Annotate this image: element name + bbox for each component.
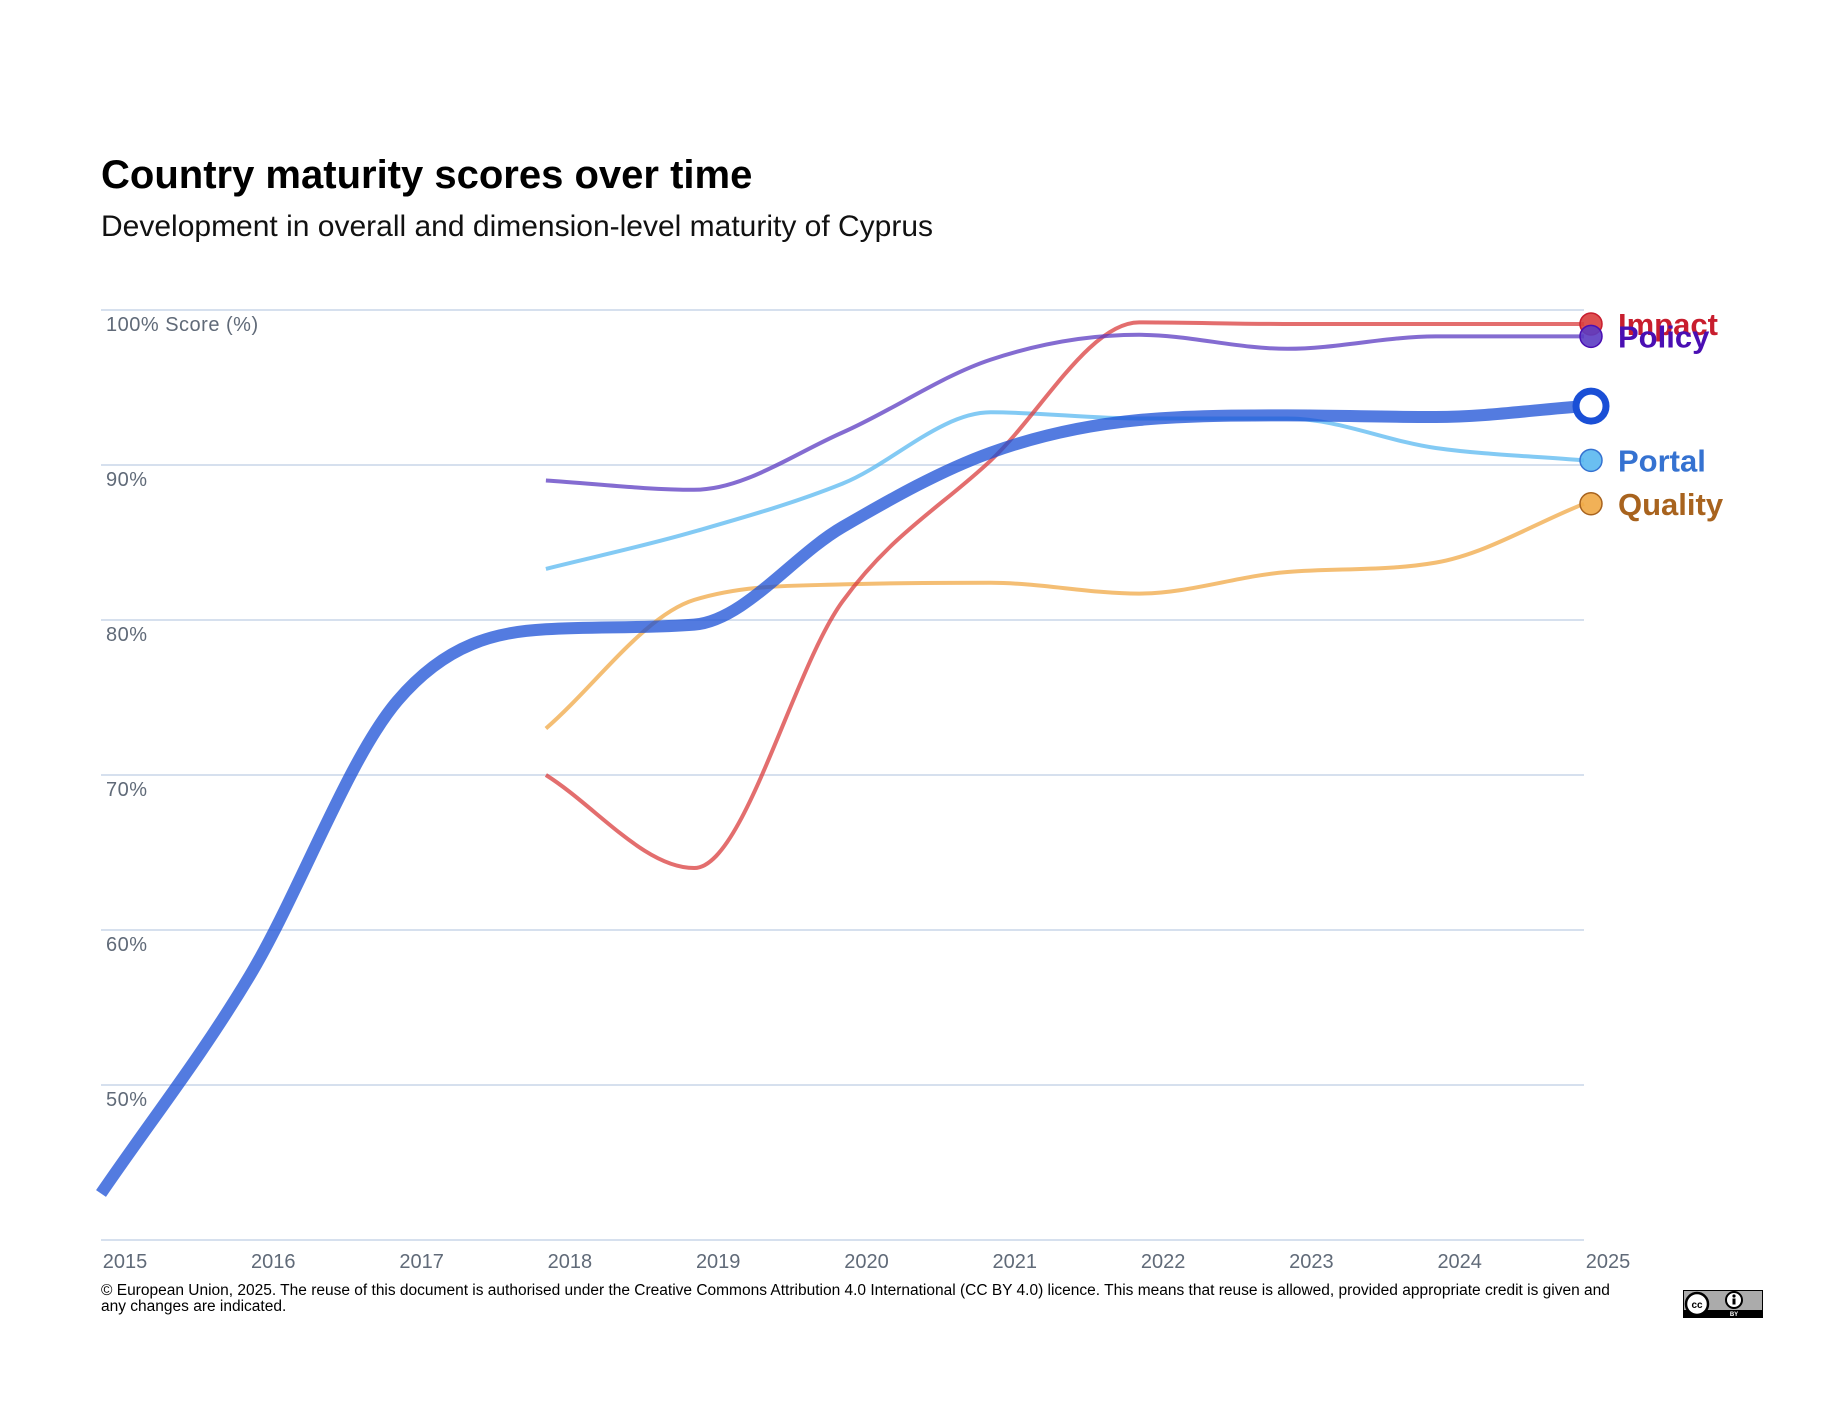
series-line-overall <box>96 400 1585 1197</box>
chart-title: Country maturity scores over time <box>101 153 753 197</box>
x-tick-label: 2024 <box>1437 1251 1482 1273</box>
svg-text:BY: BY <box>1730 1312 1738 1318</box>
x-tick-label: 2023 <box>1289 1251 1334 1273</box>
chart-subtitle: Development in overall and dimension-lev… <box>101 210 934 243</box>
x-tick-label: 2021 <box>993 1251 1038 1273</box>
series-line-impact <box>544 320 1584 870</box>
x-tick-label: 2020 <box>844 1251 889 1273</box>
end-marker-quality <box>1579 492 1603 516</box>
x-tick-labels: 2015 2016 2017 2018 2019 2020 2021 2022 2023 2024… <box>103 1251 1631 1273</box>
copyright-notice: © European Union, 2025. The reuse of thi… <box>101 1282 1610 1315</box>
y-tick-label: 80% <box>106 624 148 646</box>
x-tick-label: 2022 <box>1141 1251 1186 1273</box>
x-tick-label: 2017 <box>399 1251 444 1273</box>
grid-lines <box>101 309 1584 1241</box>
end-marker-policy <box>1579 324 1603 349</box>
end-marker-portal <box>1579 448 1603 473</box>
series-label-policy: Policy <box>1618 319 1710 354</box>
series-lines <box>96 320 1585 1197</box>
x-tick-label: 2015 <box>103 1251 148 1273</box>
x-tick-label: 2018 <box>548 1251 593 1273</box>
series-line-quality <box>544 501 1585 731</box>
series-label-quality: Quality <box>1618 487 1724 522</box>
svg-text:cc: cc <box>1691 1300 1703 1311</box>
y-tick-label: 70% <box>106 779 148 801</box>
x-tick-label: 2019 <box>696 1251 741 1273</box>
y-tick-label: 90% <box>106 469 148 491</box>
series-impact <box>544 320 1584 870</box>
series-overall <box>96 400 1585 1197</box>
series-label-impact: Impact <box>1618 307 1718 342</box>
y-tick-label: 60% <box>106 934 148 956</box>
series-line-portal <box>545 410 1585 571</box>
end-markers <box>1572 312 1610 516</box>
y-tick-label: 100% Score (%) <box>106 314 259 336</box>
series-portal <box>545 410 1585 571</box>
cc-by-license-badge: cc BY <box>1683 1290 1763 1318</box>
series-quality <box>544 501 1585 731</box>
x-tick-label: 2016 <box>251 1251 296 1273</box>
series-label-portal: Portal <box>1618 443 1706 478</box>
y-tick-labels: 50% 60% 70% 80% 90% 100% Score (%) <box>106 314 259 1111</box>
x-tick-label: 2025 <box>1586 1251 1631 1273</box>
y-tick-label: 50% <box>106 1089 148 1111</box>
series-policy <box>545 332 1584 492</box>
series-line-policy <box>545 332 1584 492</box>
end-marker-overall <box>1572 387 1610 425</box>
